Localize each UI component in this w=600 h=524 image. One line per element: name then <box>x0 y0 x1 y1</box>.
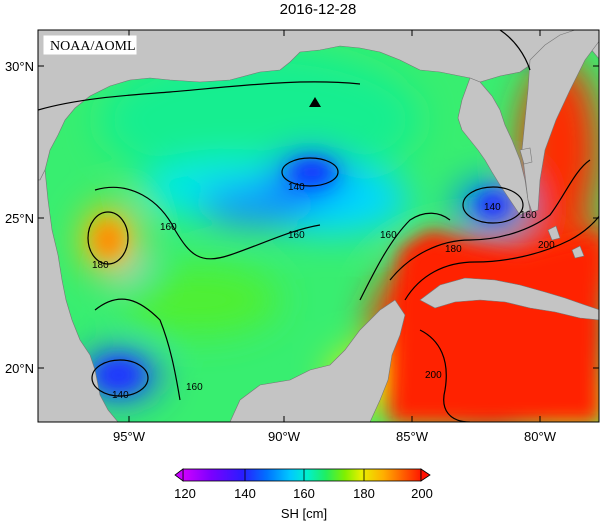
colorbar: 120 140 160 180 200 SH [cm] <box>174 468 433 521</box>
colorbar-label: SH [cm] <box>281 506 327 521</box>
colorbar-tick: 140 <box>234 486 256 501</box>
contour-labels: 140 160 180 140 160 160 180 160 200 140 … <box>92 182 555 401</box>
badge-box <box>43 35 137 55</box>
station-triangle-icon <box>309 97 321 107</box>
contour-180-west <box>87 211 129 265</box>
latitude-label: 25°N <box>5 211 34 226</box>
contour-label: 160 <box>380 230 397 241</box>
map-area: 140 160 180 140 160 160 180 160 200 140 … <box>38 30 599 422</box>
badge-label: NOAA/AOML <box>50 39 136 54</box>
colorbar-gradient <box>182 468 422 482</box>
map-frame <box>37 29 600 423</box>
contour-label: 180 <box>445 244 462 255</box>
contour-label: 160 <box>186 382 203 393</box>
contour-label: 160 <box>288 230 305 241</box>
longitude-label: 95°W <box>113 429 146 444</box>
contour-label: 160 <box>160 222 177 233</box>
contour-label: 140 <box>112 390 129 401</box>
contour-160-florida <box>462 186 524 224</box>
contour-label: 140 <box>288 182 305 193</box>
colorbar-tick: 160 <box>293 486 315 501</box>
latitude-label: 20°N <box>5 361 34 376</box>
contour-140-southwest <box>91 359 149 397</box>
colorbar-tick: 200 <box>411 486 433 501</box>
contour-160-central <box>94 186 321 260</box>
contours <box>38 30 599 422</box>
contour-200-caribbean <box>419 329 471 422</box>
contour-label: 140 <box>484 202 501 213</box>
contour-180-loop <box>389 159 591 281</box>
contour-160-southwest <box>94 298 181 401</box>
land <box>38 30 599 422</box>
contour-label: 200 <box>538 240 555 251</box>
latitude-label: 30°N <box>5 59 34 74</box>
contour-200-loop <box>404 215 599 301</box>
colorbar-max-arrow <box>420 468 431 482</box>
longitude-label: 80°W <box>524 429 557 444</box>
contour-label: 200 <box>425 370 442 381</box>
colorbar-tick: 180 <box>353 486 375 501</box>
contour-140-center <box>281 157 339 187</box>
colorbar-min-arrow <box>174 468 184 482</box>
longitude-label: 85°W <box>396 429 429 444</box>
contour-label: 160 <box>520 210 537 221</box>
contour-160-north <box>38 81 361 111</box>
contour-northeast <box>499 30 531 71</box>
contour-label: 180 <box>92 260 109 271</box>
longitude-label: 90°W <box>268 429 301 444</box>
frame-ticks <box>38 30 599 422</box>
contour-160-east <box>359 212 451 301</box>
map-title: 2016-12-28 <box>280 1 357 18</box>
colorbar-tick: 120 <box>174 486 196 501</box>
